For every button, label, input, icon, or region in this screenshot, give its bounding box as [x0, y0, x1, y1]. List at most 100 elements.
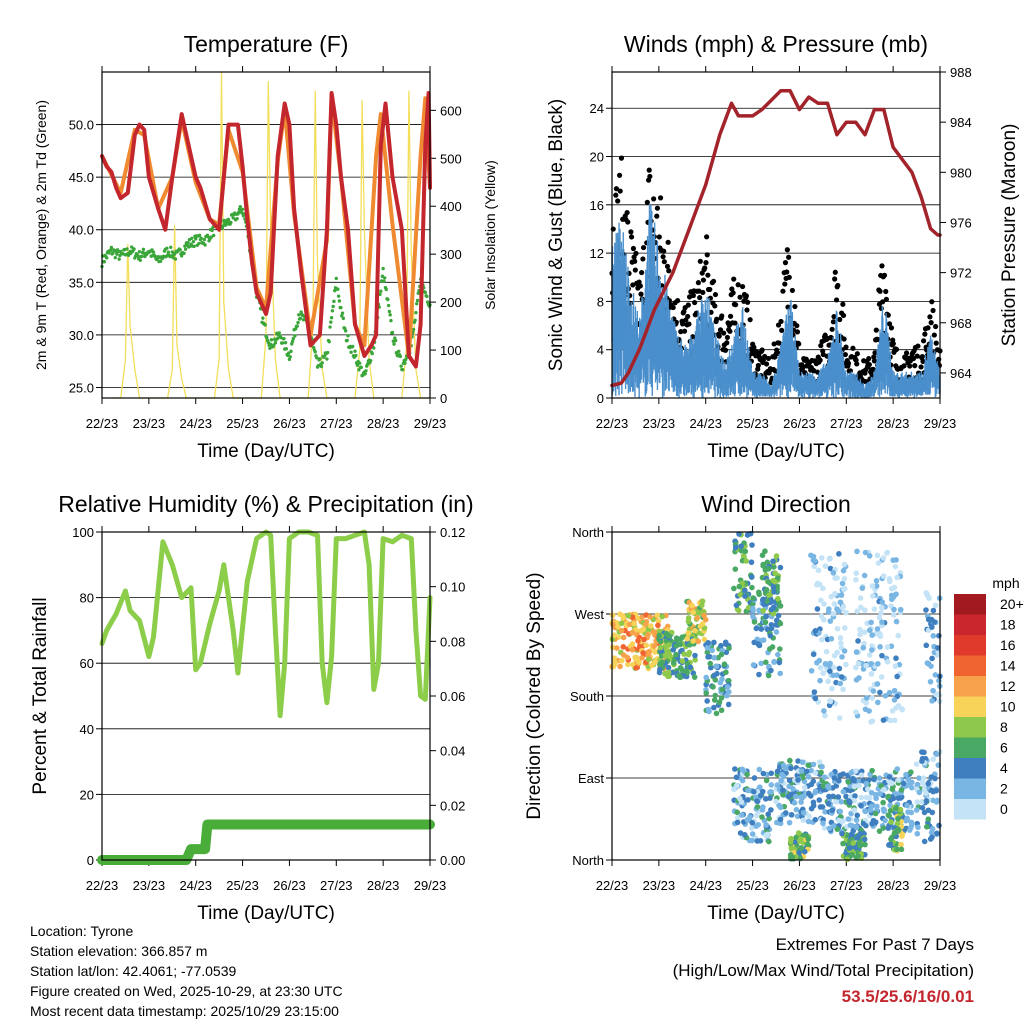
direction-point	[718, 695, 725, 701]
direction-point	[745, 604, 752, 611]
direction-point	[655, 622, 661, 629]
direction-point	[780, 762, 787, 769]
direction-point	[798, 768, 805, 774]
gust-point	[664, 263, 671, 269]
gust-point	[870, 366, 876, 372]
direction-point	[750, 605, 756, 612]
dewpoint-point	[340, 314, 344, 318]
direction-point	[916, 775, 922, 781]
direction-point	[861, 836, 868, 843]
y2-tick-label: 976	[950, 215, 972, 230]
direction-point	[771, 578, 778, 585]
direction-point	[855, 853, 861, 859]
direction-point	[685, 618, 692, 625]
direction-point	[763, 613, 770, 620]
direction-point	[701, 612, 707, 619]
dewpoint-point	[393, 338, 398, 343]
gust-point	[647, 173, 653, 180]
dewpoint-point	[327, 339, 331, 344]
direction-point	[612, 659, 619, 666]
y2-tick-label: 200	[440, 295, 462, 310]
direction-point	[821, 708, 827, 714]
direction-point	[843, 793, 849, 800]
direction-point	[892, 563, 899, 570]
direction-point	[822, 661, 829, 667]
direction-point	[812, 770, 819, 776]
legend-swatch	[954, 594, 986, 615]
direction-point	[923, 798, 930, 804]
direction-point	[818, 769, 824, 776]
direction-point	[885, 793, 892, 800]
x-tick-label: 23/23	[133, 416, 166, 431]
direction-point	[724, 684, 731, 690]
y-tick-label: 25.0	[69, 380, 94, 395]
direction-point	[897, 806, 904, 813]
legend-title: mph	[992, 575, 1019, 591]
direction-point	[765, 579, 772, 585]
dewpoint-point	[388, 313, 392, 317]
direction-point	[687, 664, 694, 671]
direction-point	[869, 820, 876, 827]
direction-point	[709, 647, 715, 654]
gust-point	[927, 314, 933, 320]
direction-point	[841, 575, 848, 582]
direction-point	[760, 563, 767, 569]
direction-point	[766, 815, 772, 822]
direction-point	[828, 635, 835, 642]
gust-point	[901, 363, 907, 369]
direction-point	[706, 653, 713, 660]
direction-point	[863, 662, 869, 669]
dewpoint-point	[211, 233, 216, 238]
gust-point	[784, 247, 790, 253]
direction-point	[827, 698, 833, 704]
direction-point	[756, 671, 762, 678]
y2-tick-label: 984	[950, 115, 972, 130]
direction-point	[773, 617, 780, 624]
direction-point	[772, 570, 778, 577]
direction-point	[667, 654, 674, 660]
direction-point	[853, 709, 859, 715]
dewpoint-point	[334, 276, 338, 281]
dewpoint-point	[320, 361, 324, 365]
dewpoint-point	[197, 233, 202, 238]
gust-point	[890, 341, 896, 347]
dewpoint-point	[141, 247, 146, 252]
direction-point	[732, 566, 739, 572]
dewpoint-point	[379, 289, 383, 293]
gust-point	[661, 248, 667, 254]
dewpoint-point	[381, 266, 385, 271]
temp-2m-line	[100, 91, 432, 369]
direction-point	[816, 759, 823, 765]
direction-point	[782, 810, 789, 816]
direction-point	[766, 838, 772, 845]
gust-point	[625, 219, 631, 225]
direction-point	[831, 652, 838, 659]
gust-point	[616, 172, 623, 178]
direction-point	[726, 645, 732, 651]
dewpoint-point	[240, 207, 245, 211]
x-tick-label: 27/23	[830, 878, 863, 893]
y2-tick-label: 0.04	[440, 744, 465, 759]
direction-point	[785, 793, 792, 800]
direction-point	[899, 833, 905, 839]
direction-point	[880, 573, 887, 579]
gust-point	[871, 354, 877, 360]
direction-point	[750, 788, 757, 795]
direction-point	[876, 775, 883, 781]
direction-point	[611, 655, 618, 661]
direction-point	[859, 585, 866, 591]
dewpoint-point	[263, 323, 267, 327]
gust-point	[670, 304, 676, 311]
gust-point	[685, 302, 691, 308]
gust-point	[739, 283, 746, 290]
direction-point	[767, 646, 773, 652]
direction-point	[929, 698, 935, 704]
direction-point	[657, 644, 664, 651]
direction-point	[738, 547, 745, 554]
direction-point	[775, 651, 781, 658]
gust-point	[714, 316, 720, 322]
dewpoint-point	[291, 336, 296, 341]
direction-point	[839, 580, 846, 587]
direction-point	[851, 783, 858, 790]
y-tick-label: 0	[87, 853, 94, 868]
